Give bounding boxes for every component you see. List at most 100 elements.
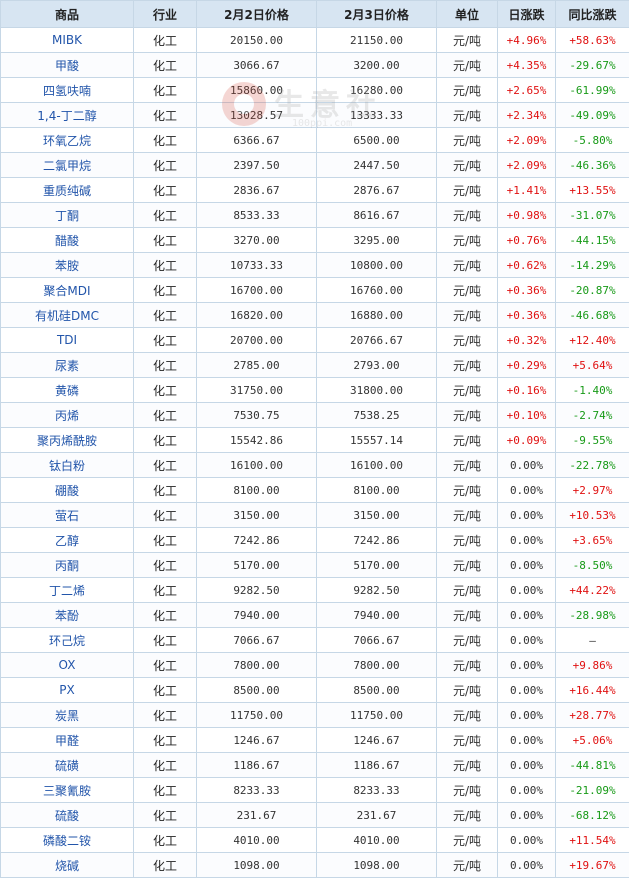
daily-change: +2.09% [498, 153, 556, 178]
product-name[interactable]: 醋酸 [1, 228, 134, 253]
product-name[interactable]: 1,4-丁二醇 [1, 103, 134, 128]
product-name[interactable]: 尿素 [1, 353, 134, 378]
price-feb3: 1186.67 [317, 753, 437, 778]
product-name[interactable]: 甲醛 [1, 728, 134, 753]
product-name[interactable]: 丙酮 [1, 553, 134, 578]
price-feb2: 15542.86 [197, 428, 317, 453]
unit: 元/吨 [437, 328, 498, 353]
daily-change: +0.16% [498, 378, 556, 403]
unit: 元/吨 [437, 53, 498, 78]
yoy-change: +2.97% [556, 478, 629, 503]
unit: 元/吨 [437, 478, 498, 503]
yoy-change: +10.53% [556, 503, 629, 528]
industry: 化工 [134, 853, 197, 878]
daily-change: +0.29% [498, 353, 556, 378]
product-name[interactable]: 三聚氰胺 [1, 778, 134, 803]
yoy-change: -2.74% [556, 403, 629, 428]
industry: 化工 [134, 153, 197, 178]
product-name[interactable]: 四氢呋喃 [1, 78, 134, 103]
industry: 化工 [134, 553, 197, 578]
price-feb2: 16700.00 [197, 278, 317, 303]
product-name[interactable]: 丁酮 [1, 203, 134, 228]
product-name[interactable]: 聚合MDI [1, 278, 134, 303]
price-feb2: 2836.67 [197, 178, 317, 203]
unit: 元/吨 [437, 853, 498, 878]
daily-change: 0.00% [498, 503, 556, 528]
product-name[interactable]: PX [1, 678, 134, 703]
unit: 元/吨 [437, 128, 498, 153]
header-unit: 单位 [437, 1, 498, 28]
product-name[interactable]: 磷酸二铵 [1, 828, 134, 853]
product-name[interactable]: 钛白粉 [1, 453, 134, 478]
industry: 化工 [134, 178, 197, 203]
yoy-change: — [556, 628, 629, 653]
product-name[interactable]: 二氯甲烷 [1, 153, 134, 178]
product-name[interactable]: 重质纯碱 [1, 178, 134, 203]
industry: 化工 [134, 453, 197, 478]
price-feb3: 8500.00 [317, 678, 437, 703]
product-name[interactable]: OX [1, 653, 134, 678]
unit: 元/吨 [437, 653, 498, 678]
price-feb2: 2397.50 [197, 153, 317, 178]
price-feb3: 1246.67 [317, 728, 437, 753]
price-feb3: 7242.86 [317, 528, 437, 553]
daily-change: 0.00% [498, 778, 556, 803]
product-name[interactable]: 乙醇 [1, 528, 134, 553]
product-name[interactable]: 丙烯 [1, 403, 134, 428]
unit: 元/吨 [437, 428, 498, 453]
unit: 元/吨 [437, 303, 498, 328]
unit: 元/吨 [437, 403, 498, 428]
product-name[interactable]: 硫酸 [1, 803, 134, 828]
product-name[interactable]: 丁二烯 [1, 578, 134, 603]
unit: 元/吨 [437, 503, 498, 528]
product-name[interactable]: 环己烷 [1, 628, 134, 653]
product-name[interactable]: MIBK [1, 28, 134, 53]
price-feb3: 16760.00 [317, 278, 437, 303]
product-name[interactable]: 黄磷 [1, 378, 134, 403]
price-feb2: 4010.00 [197, 828, 317, 853]
product-name[interactable]: 烧碱 [1, 853, 134, 878]
product-name[interactable]: 苯胺 [1, 253, 134, 278]
yoy-change: +5.06% [556, 728, 629, 753]
daily-change: 0.00% [498, 678, 556, 703]
industry: 化工 [134, 103, 197, 128]
daily-change: +0.10% [498, 403, 556, 428]
price-feb2: 1246.67 [197, 728, 317, 753]
product-name[interactable]: 有机硅DMC [1, 303, 134, 328]
daily-change: 0.00% [498, 553, 556, 578]
product-name[interactable]: 苯酚 [1, 603, 134, 628]
product-name[interactable]: 萤石 [1, 503, 134, 528]
price-feb3: 16280.00 [317, 78, 437, 103]
price-feb3: 3295.00 [317, 228, 437, 253]
yoy-change: +16.44% [556, 678, 629, 703]
unit: 元/吨 [437, 378, 498, 403]
yoy-change: -22.78% [556, 453, 629, 478]
daily-change: 0.00% [498, 578, 556, 603]
price-feb3: 10800.00 [317, 253, 437, 278]
product-name[interactable]: 炭黑 [1, 703, 134, 728]
product-name[interactable]: 环氧乙烷 [1, 128, 134, 153]
price-feb2: 16820.00 [197, 303, 317, 328]
yoy-change: -20.87% [556, 278, 629, 303]
product-name[interactable]: 甲酸 [1, 53, 134, 78]
unit: 元/吨 [437, 153, 498, 178]
unit: 元/吨 [437, 578, 498, 603]
price-feb2: 15860.00 [197, 78, 317, 103]
product-name[interactable]: 聚丙烯酰胺 [1, 428, 134, 453]
product-name[interactable]: 硼酸 [1, 478, 134, 503]
price-feb2: 8233.33 [197, 778, 317, 803]
product-name[interactable]: TDI [1, 328, 134, 353]
price-feb3: 8616.67 [317, 203, 437, 228]
product-name[interactable]: 硫磺 [1, 753, 134, 778]
